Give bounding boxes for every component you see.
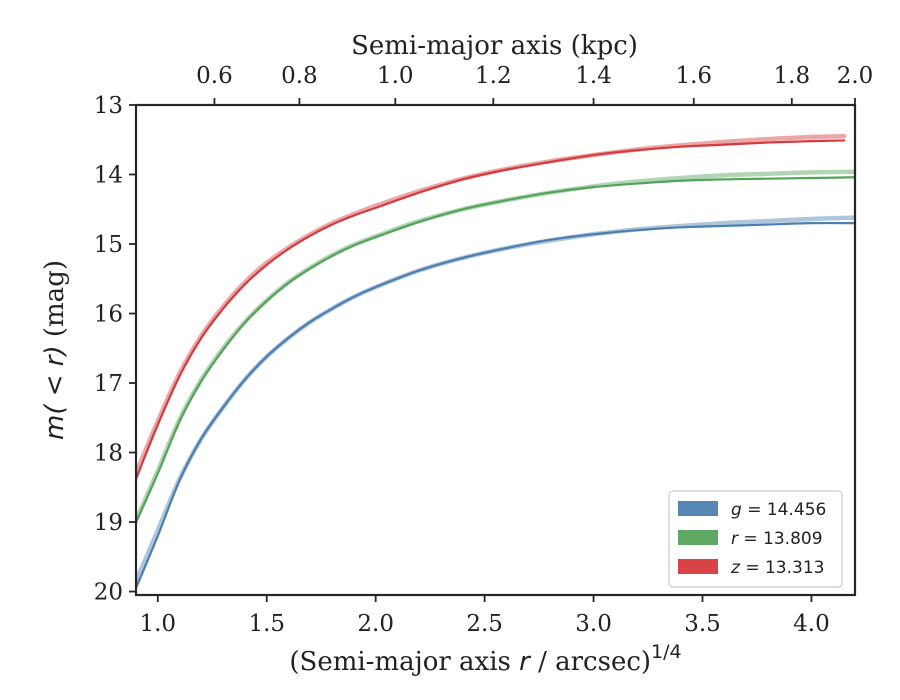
legend-swatch-r (678, 530, 718, 545)
series-layer (136, 134, 855, 590)
y-tick-label: 16 (94, 302, 123, 328)
top-x-tick-label: 2.0 (837, 63, 874, 89)
top-x-tick-label: 1.2 (475, 63, 512, 89)
legend-label-z: z = 13.313 (730, 558, 824, 578)
x-tick-label: 2.0 (357, 611, 394, 637)
series-z (136, 134, 847, 481)
x-tick-label: 2.5 (466, 611, 503, 637)
legend-label-r: r = 13.809 (731, 529, 823, 549)
series-z-line (136, 139, 846, 481)
y-tick-label: 15 (94, 232, 123, 258)
top-x-tick-label: 0.8 (281, 63, 318, 89)
top-x-tick-label: 0.6 (196, 63, 233, 89)
series-r (136, 169, 855, 524)
y-tick-label: 13 (94, 93, 123, 119)
series-r-line (136, 176, 855, 524)
series-z-model-line (136, 134, 847, 476)
y-tick-label: 17 (94, 371, 123, 397)
y-tick-label: 14 (94, 163, 123, 189)
x-tick-label: 3.5 (684, 611, 721, 637)
legend-swatch-g (678, 501, 718, 516)
series-g-line (136, 221, 855, 590)
legend-swatch-z (678, 559, 718, 574)
top-x-tick-label: 1.6 (675, 63, 712, 89)
y-tick-label: 18 (94, 441, 123, 467)
x-tick-label: 3.0 (575, 611, 612, 637)
x-tick-label: 1.0 (139, 611, 176, 637)
plot-frame (134, 103, 857, 597)
series-g (136, 215, 855, 590)
top-x-tick-label: 1.4 (575, 63, 612, 89)
x-tick-label: 4.0 (793, 611, 830, 637)
legend: g = 14.456 r = 13.809 z = 13.313 (668, 490, 843, 588)
y-axis-label: m( < r) (mag) (40, 260, 70, 440)
top-x-tick-label: 1.0 (377, 63, 414, 89)
y-tick-label: 19 (94, 510, 123, 536)
axes-layer: 1.0 1.5 2.0 2.5 3.0 3.5 4.0 13 14 15 16 17 18 19 20 0.6… (40, 31, 873, 677)
y-tick-label: 20 (94, 580, 123, 606)
legend-label-g: g = 14.456 (731, 500, 826, 520)
x-tick-label: 1.5 (248, 611, 285, 637)
x-axis-label: (Semi-major axis r / arcsec)1/4 (289, 641, 681, 677)
top-x-axis-label: Semi-major axis (kpc) (351, 31, 638, 61)
top-x-tick-label: 1.8 (774, 63, 811, 89)
